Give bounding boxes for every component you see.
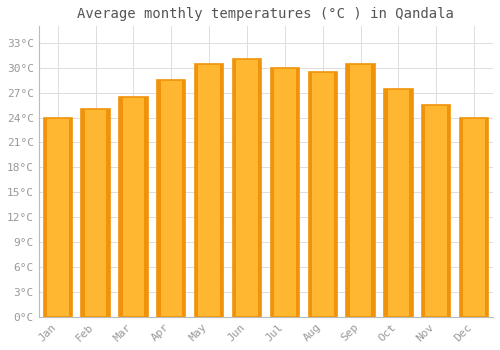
Bar xyxy=(106,109,110,317)
Bar xyxy=(308,72,337,317)
Bar xyxy=(157,80,186,317)
Bar xyxy=(485,118,488,317)
Bar xyxy=(372,64,375,317)
Bar xyxy=(68,118,72,317)
Bar xyxy=(346,64,375,317)
Bar xyxy=(258,60,261,317)
Bar xyxy=(182,80,186,317)
Title: Average monthly temperatures (°C ) in Qandala: Average monthly temperatures (°C ) in Qa… xyxy=(78,7,454,21)
Bar xyxy=(422,105,426,317)
Bar xyxy=(308,72,312,317)
Bar xyxy=(233,60,261,317)
Bar xyxy=(346,64,350,317)
Bar xyxy=(270,68,299,317)
Bar xyxy=(460,118,488,317)
Bar xyxy=(220,64,224,317)
Bar xyxy=(82,109,85,317)
Bar xyxy=(384,89,412,317)
Bar xyxy=(44,118,47,317)
Bar xyxy=(422,105,450,317)
Bar xyxy=(195,64,224,317)
Bar xyxy=(157,80,160,317)
Bar xyxy=(233,60,236,317)
Bar xyxy=(334,72,337,317)
Bar xyxy=(119,97,122,317)
Bar xyxy=(447,105,450,317)
Bar xyxy=(409,89,412,317)
Bar xyxy=(195,64,198,317)
Bar xyxy=(296,68,299,317)
Bar xyxy=(44,118,72,317)
Bar xyxy=(119,97,148,317)
Bar xyxy=(82,109,110,317)
Bar xyxy=(144,97,148,317)
Bar xyxy=(384,89,388,317)
Bar xyxy=(460,118,464,317)
Bar xyxy=(270,68,274,317)
